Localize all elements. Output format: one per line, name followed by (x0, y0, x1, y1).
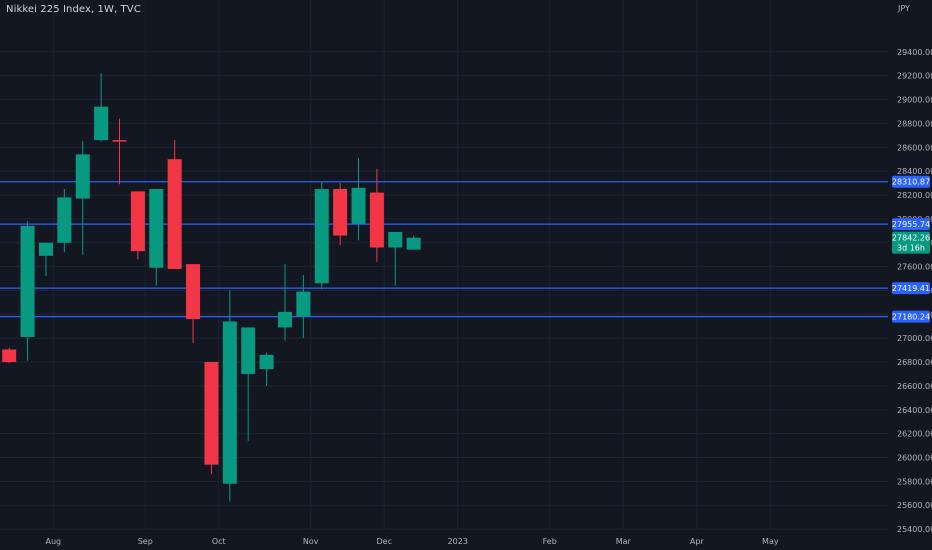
candle-up (149, 189, 164, 268)
x-tick-label: Nov (303, 537, 319, 546)
currency-label: JPY (897, 4, 910, 13)
y-tick-label: 26400.00 (897, 406, 932, 415)
candle-up (388, 231, 403, 248)
chart-title: Nikkei 225 Index, 1W, TVC (6, 4, 141, 15)
candle-down (130, 191, 145, 252)
y-tick-label: 28600.00 (897, 143, 932, 152)
candle-up (351, 187, 366, 224)
y-tick-label: 28800.00 (897, 119, 932, 128)
candles-layer (2, 73, 421, 502)
level-price-label: 27955.74 (892, 220, 930, 229)
level-price-badge (892, 282, 930, 295)
price-badges-layer: 28310.87 27955.74 27419.41 27180.24 27842.26… (892, 175, 930, 323)
x-tick-label: Sep (138, 537, 153, 546)
candle-down (2, 349, 17, 363)
time-axis-layer: Aug Sep Oct Nov Dec 2023 Feb Mar Apr May (46, 537, 779, 546)
candle-down (204, 362, 219, 465)
y-tick-label: 26000.00 (897, 453, 932, 462)
candle-up (314, 189, 329, 284)
candle-down (112, 140, 127, 142)
candle-up (20, 226, 35, 337)
level-price-label: 27419.41 (892, 284, 930, 293)
y-tick-label: 29200.00 (897, 72, 932, 81)
candle-up (259, 354, 274, 370)
y-tick-label: 25800.00 (897, 477, 932, 486)
candle-down (369, 192, 384, 248)
y-tick-label: 27000.00 (897, 334, 932, 343)
x-tick-label: Aug (46, 537, 62, 546)
x-tick-label: Dec (377, 537, 392, 546)
candle-down (167, 159, 182, 269)
y-tick-label: 25600.00 (897, 501, 932, 510)
candle-up (406, 237, 421, 250)
candle-up (222, 321, 237, 484)
x-tick-label: Mar (616, 537, 632, 546)
y-tick-label: 26600.00 (897, 382, 932, 391)
y-tick-label: 26200.00 (897, 430, 932, 439)
level-price-badge (892, 218, 930, 231)
candle-up (241, 327, 256, 374)
candle-down (333, 189, 348, 236)
candle-up (75, 154, 90, 199)
y-tick-label: 28400.00 (897, 167, 932, 176)
y-tick-label: 29000.00 (897, 96, 932, 105)
bar-countdown-label: 3d 16h (897, 244, 925, 253)
x-tick-label: 2023 (448, 537, 468, 546)
x-tick-label: May (762, 537, 779, 546)
level-price-badge (892, 175, 930, 188)
x-tick-label: Feb (543, 537, 557, 546)
y-tick-label: 28200.00 (897, 191, 932, 200)
last-price-label: 27842.26 (892, 234, 930, 243)
level-price-label: 28310.87 (892, 178, 930, 187)
y-tick-label: 27600.00 (897, 263, 932, 272)
y-tick-label: 29400.00 (897, 48, 932, 57)
candle-up (277, 311, 292, 328)
candle-up (38, 242, 53, 256)
candle-up (296, 291, 311, 317)
candle-up (94, 106, 109, 141)
y-tick-label: 25400.00 (897, 525, 932, 534)
horizontal-lines-layer (0, 181, 888, 318)
y-tick-label: 26800.00 (897, 358, 932, 367)
x-tick-label: Oct (212, 537, 226, 546)
x-tick-label: Apr (690, 537, 705, 546)
candle-up (57, 197, 72, 243)
level-price-badge (892, 310, 930, 323)
last-price-badge (892, 231, 930, 254)
candle-down (186, 264, 201, 320)
level-price-label: 27180.24 (892, 313, 930, 322)
